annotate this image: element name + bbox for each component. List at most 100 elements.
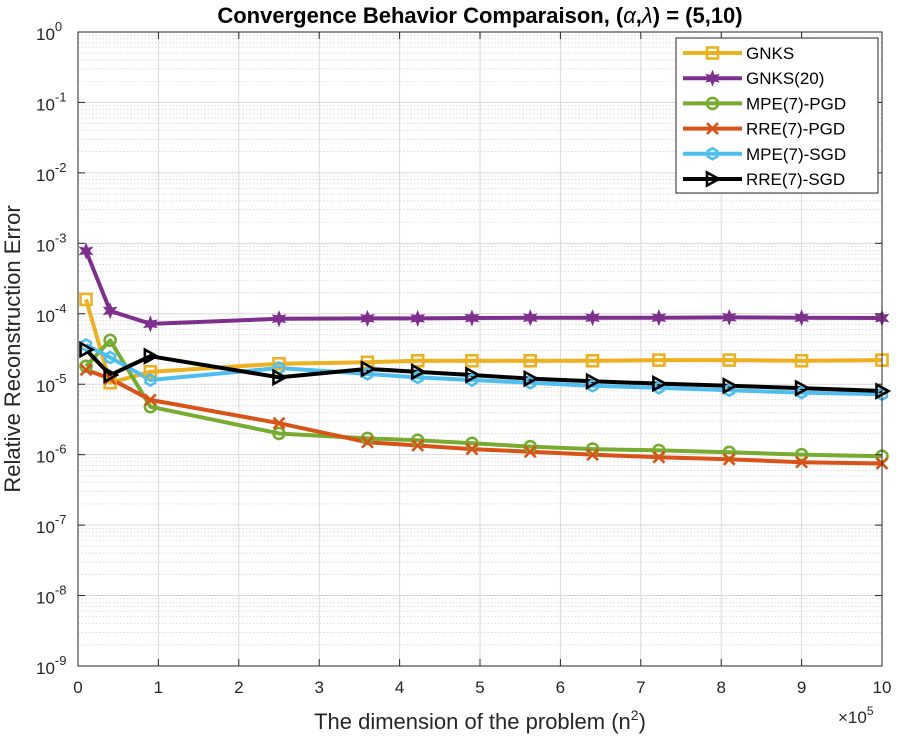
marker-triangle [103, 366, 120, 384]
data-point-mpe-7-sgd [104, 350, 117, 365]
marker-hexagram [794, 309, 810, 327]
marker-triangle [585, 372, 602, 390]
marker-hexagram [705, 69, 720, 87]
marker-square [79, 292, 93, 307]
legend-entry-gnks-20: GNKS(20) [683, 69, 824, 88]
legend-label: MPE(7)-SGD [746, 145, 846, 164]
data-point-gnks-20 [464, 309, 480, 327]
data-point-gnks [143, 365, 158, 379]
data-point-rre-7-sgd [465, 366, 482, 384]
marker-square [652, 353, 666, 367]
data-point-rre-7-sgd [272, 368, 289, 387]
legend-label: GNKS [746, 44, 794, 63]
marker-square [143, 365, 158, 379]
data-point-gnks [652, 353, 666, 367]
marker-hexagram [410, 309, 426, 327]
data-point-gnks-20 [271, 310, 287, 328]
marker-x [361, 435, 374, 449]
legend-marker [706, 122, 719, 136]
data-point-gnks [523, 354, 538, 368]
data-point-rre-7-pgd [652, 450, 666, 464]
data-point-rre-7-pgd [722, 452, 736, 466]
x-tick-label: 1 [154, 678, 163, 697]
marker-x [722, 452, 736, 466]
marker-triangle [705, 170, 722, 188]
y-tick-label: 10-5 [36, 371, 66, 396]
data-point-rre-7-sgd [410, 363, 427, 381]
marker-hexagon [706, 146, 719, 161]
x-tick-label: 9 [797, 678, 806, 697]
marker-hexagram [522, 309, 538, 327]
marker-triangle [465, 366, 482, 384]
legend-marker [705, 46, 720, 60]
data-point-rre-7-pgd [361, 435, 374, 449]
marker-square [722, 353, 737, 367]
y-tick-label: 10-8 [36, 583, 66, 608]
data-point-gnks [585, 354, 600, 368]
x-tick-label: 7 [636, 678, 645, 697]
marker-hexagon [411, 370, 424, 385]
chart-title: Convergence Behavior Comparaison, (α,λ) … [217, 3, 742, 28]
x-tick-label: 4 [395, 678, 404, 697]
data-point-rre-7-sgd [652, 374, 669, 393]
data-point-gnks-20 [102, 302, 118, 320]
data-point-rre-7-sgd [360, 360, 377, 378]
data-point-rre-7-pgd [272, 416, 286, 430]
marker-square [794, 354, 809, 368]
data-point-mpe-7-sgd [465, 372, 479, 387]
legend-entry-rre-7-pgd: RRE(7)-PGD [683, 120, 845, 139]
data-point-gnks [410, 354, 425, 368]
marker-x [272, 416, 286, 430]
marker-hexagon [465, 372, 479, 387]
x-axis-multiplier: ×105 [838, 704, 874, 727]
data-point-mpe-7-pgd [272, 426, 286, 441]
data-point-rre-7-pgd [143, 393, 157, 407]
marker-triangle [722, 377, 739, 395]
data-point-gnks-20 [522, 309, 538, 327]
marker-x [586, 448, 599, 462]
marker-triangle [272, 368, 289, 387]
data-point-rre-7-pgd [795, 455, 809, 469]
marker-hexagram [271, 310, 287, 328]
legend-entry-mpe-7-pgd: MPE(7)-PGD [683, 94, 846, 113]
y-tick-labels: 100 10-1 10-2 10-3 10-4 10-5 10-6 10-7 10-8 10-9 [36, 19, 66, 678]
x-tick-label: 0 [73, 678, 82, 697]
marker-hexagram [651, 309, 667, 327]
data-point-gnks-20 [651, 309, 667, 327]
legend-entries: GNKS GNKS(20) MPE(7)-PGD RRE(7)-PGD MPE(7)-S… [683, 44, 846, 189]
data-point-gnks-20 [78, 242, 94, 260]
x-tick-labels: 0 1 2 3 4 5 6 7 8 9 10 [73, 678, 891, 697]
legend-entry-rre-7-sgd: RRE(7)-SGD [683, 170, 845, 189]
marker-square [410, 354, 425, 368]
marker-hexagram [360, 309, 375, 327]
marker-hexagram [464, 309, 480, 327]
legend-marker [705, 170, 722, 188]
data-point-gnks-20 [794, 309, 810, 327]
marker-hexagram [102, 302, 118, 320]
y-tick-label: 10-1 [36, 89, 66, 114]
data-point-rre-7-sgd [722, 377, 739, 395]
legend-marker [706, 146, 719, 161]
data-point-gnks-20 [721, 308, 737, 326]
marker-hexagram [78, 242, 94, 260]
y-tick-label: 10-3 [36, 230, 66, 255]
marker-square [465, 354, 479, 368]
data-point-rre-7-sgd [794, 379, 811, 397]
marker-circle [705, 96, 720, 111]
data-point-gnks [272, 356, 286, 371]
legend-label: RRE(7)-SGD [746, 170, 845, 189]
marker-square [585, 354, 600, 368]
x-tick-label: 5 [475, 678, 484, 697]
data-point-gnks [465, 354, 479, 368]
data-point-mpe-7-pgd [103, 333, 117, 348]
legend-label: GNKS(20) [746, 69, 824, 88]
data-point-gnks [79, 292, 93, 307]
x-tick-label: 2 [234, 678, 243, 697]
legend-entry-gnks: GNKS [683, 44, 794, 63]
legend-entry-mpe-7-sgd: MPE(7)-SGD [683, 145, 846, 164]
marker-square [272, 356, 286, 371]
marker-triangle [143, 347, 160, 365]
data-point-mpe-7-sgd [361, 366, 374, 381]
marker-hexagram [142, 315, 158, 333]
marker-x [465, 442, 479, 456]
